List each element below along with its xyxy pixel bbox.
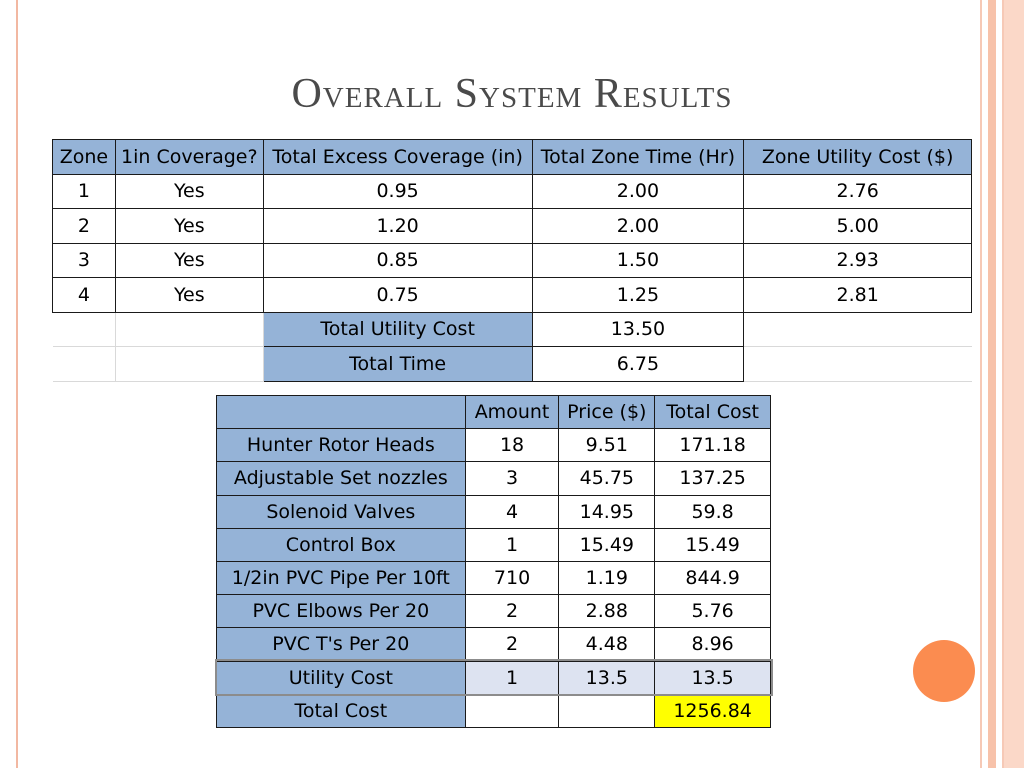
cell-coverage: Yes — [114, 208, 264, 244]
slide-left-border — [16, 0, 18, 768]
blank-cell — [115, 346, 264, 382]
total-cost-label: Total Cost — [216, 693, 466, 728]
cell-coverage: Yes — [114, 173, 264, 209]
cell-amount: 1 — [464, 660, 560, 695]
cell-time: 1.50 — [531, 242, 745, 278]
summary-label: Total Time — [262, 346, 533, 382]
cell-item: PVC T's Per 20 — [216, 627, 466, 662]
cell-total: 171.18 — [654, 428, 771, 463]
cell-cost: 5.00 — [743, 208, 972, 244]
table-row: 2 Yes 1.20 2.00 5.00 — [52, 208, 972, 244]
zone-table-header-row: Zone 1in Coverage? Total Excess Coverage… — [52, 139, 972, 175]
cell-excess: 0.85 — [262, 242, 533, 278]
table-row: 4 Yes 0.75 1.25 2.81 — [52, 277, 972, 313]
table-row: 3 Yes 0.85 1.50 2.93 — [52, 242, 972, 278]
cell-zone: 1 — [52, 173, 116, 209]
decorative-orange-circle — [913, 640, 975, 702]
cell-coverage: Yes — [114, 277, 264, 313]
blank-cell — [52, 346, 116, 382]
total-cost-value: 1256.84 — [654, 693, 771, 728]
cell-excess: 0.75 — [262, 277, 533, 313]
header-coverage: 1in Coverage? — [114, 139, 264, 175]
table-row: 1 Yes 0.95 2.00 2.76 — [52, 173, 972, 209]
cell-time: 2.00 — [531, 208, 745, 244]
cell-cost: 2.93 — [743, 242, 972, 278]
header-amount: Amount — [464, 394, 560, 430]
table-row: PVC T's Per 20 2 4.48 8.96 — [216, 627, 771, 662]
total-cost-row: Total Cost 1256.84 — [216, 693, 771, 728]
blank-cell — [743, 311, 972, 347]
cell-time: 2.00 — [531, 173, 745, 209]
summary-label: Total Utility Cost — [262, 311, 533, 347]
utility-cost-row: Utility Cost 1 13.5 13.5 — [214, 658, 773, 697]
cell-price: 15.49 — [558, 527, 656, 562]
cell-cost: 2.76 — [743, 173, 972, 209]
cell-total: 5.76 — [654, 594, 771, 629]
materials-cost-table: Amount Price ($) Total Cost Hunter Rotor… — [214, 394, 773, 728]
cell-item: Adjustable Set nozzles — [216, 461, 466, 496]
cell-amount: 2 — [464, 594, 560, 629]
zone-results-table: Zone 1in Coverage? Total Excess Coverage… — [52, 139, 972, 382]
cell-total: 13.5 — [654, 660, 771, 695]
cell-price: 1.19 — [558, 560, 656, 596]
header-excess-coverage: Total Excess Coverage (in) — [262, 139, 533, 175]
summary-row-utility: Total Utility Cost 13.50 — [52, 311, 972, 347]
table-row: Control Box 1 15.49 15.49 — [216, 527, 771, 562]
cell-price: 13.5 — [558, 660, 656, 695]
cell-price: 4.48 — [558, 627, 656, 662]
cell-item: Solenoid Valves — [216, 494, 466, 529]
materials-header-row: Amount Price ($) Total Cost — [216, 394, 771, 430]
cell-amount: 1 — [464, 527, 560, 562]
header-zone: Zone — [52, 139, 116, 175]
cell-coverage: Yes — [114, 242, 264, 278]
header-zone-time: Total Zone Time (Hr) — [531, 139, 745, 175]
cell-time: 1.25 — [531, 277, 745, 313]
summary-value: 13.50 — [531, 311, 745, 347]
blank-cell — [743, 346, 972, 382]
cell-excess: 1.20 — [262, 208, 533, 244]
header-utility-cost: Zone Utility Cost ($) — [743, 139, 972, 175]
summary-value: 6.75 — [531, 346, 745, 382]
slide-right-stripes — [978, 0, 1024, 768]
cell-amount: 710 — [464, 560, 560, 596]
cell-total: 8.96 — [654, 627, 771, 662]
cell-zone: 3 — [52, 242, 116, 278]
cell-price: 9.51 — [558, 428, 656, 463]
blank-cell — [115, 311, 264, 347]
cell-excess: 0.95 — [262, 173, 533, 209]
table-row: Hunter Rotor Heads 18 9.51 171.18 — [216, 428, 771, 463]
blank-cell — [558, 693, 656, 728]
table-row: PVC Elbows Per 20 2 2.88 5.76 — [216, 594, 771, 629]
cell-item: Control Box — [216, 527, 466, 562]
header-item — [216, 394, 466, 430]
header-total-cost: Total Cost — [654, 394, 771, 430]
cell-price: 14.95 — [558, 494, 656, 529]
cell-total: 59.8 — [654, 494, 771, 529]
cell-amount: 4 — [464, 494, 560, 529]
blank-cell — [464, 693, 560, 728]
blank-cell — [52, 311, 116, 347]
slide-title: Overall System Results — [291, 71, 733, 117]
cell-item: 1/2in PVC Pipe Per 10ft — [216, 560, 466, 596]
cell-total: 15.49 — [654, 527, 771, 562]
table-row: 1/2in PVC Pipe Per 10ft 710 1.19 844.9 — [216, 560, 771, 596]
cell-total: 844.9 — [654, 560, 771, 596]
cell-price: 45.75 — [558, 461, 656, 496]
summary-row-time: Total Time 6.75 — [52, 346, 972, 382]
cell-amount: 18 — [464, 428, 560, 463]
cell-total: 137.25 — [654, 461, 771, 496]
cell-item: PVC Elbows Per 20 — [216, 594, 466, 629]
cell-amount: 3 — [464, 461, 560, 496]
cell-item: Hunter Rotor Heads — [216, 428, 466, 463]
cell-amount: 2 — [464, 627, 560, 662]
header-price: Price ($) — [558, 394, 656, 430]
table-row: Adjustable Set nozzles 3 45.75 137.25 — [216, 461, 771, 496]
table-row: Solenoid Valves 4 14.95 59.8 — [216, 494, 771, 529]
cell-cost: 2.81 — [743, 277, 972, 313]
cell-zone: 2 — [52, 208, 116, 244]
cell-price: 2.88 — [558, 594, 656, 629]
cell-zone: 4 — [52, 277, 116, 313]
cell-item: Utility Cost — [216, 660, 466, 695]
